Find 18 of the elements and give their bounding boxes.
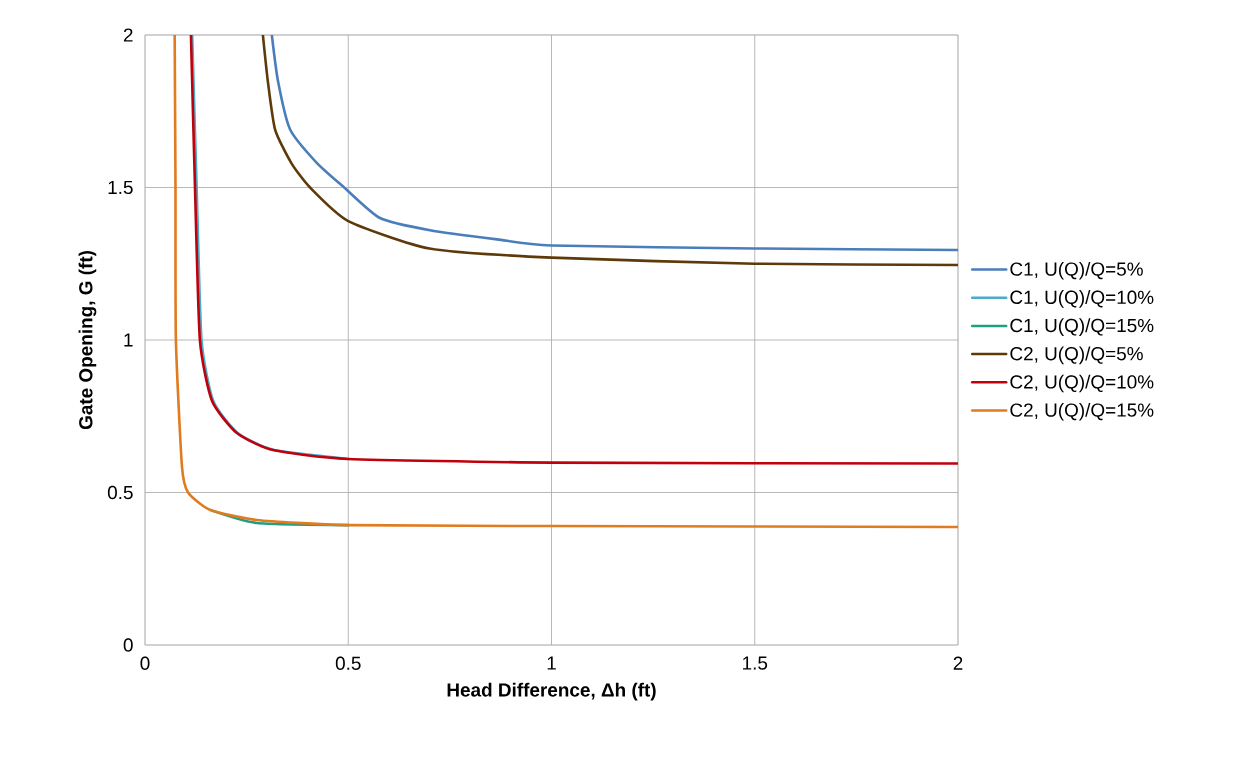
x-tick-label: 0.5 [335,656,361,670]
legend-label: C1, U(Q)/Q=5% [1010,261,1143,280]
legend-label: C1, U(Q)/Q=10% [1010,290,1154,308]
y-axis-title: Gate Opening, G (ft) [78,251,97,430]
x-tick-label: 2 [953,656,963,670]
x-axis-title: Head Difference, Δh (ft) [447,682,656,701]
legend-label: C1, U(Q)/Q=15% [1010,318,1154,336]
legend-label: C2, U(Q)/Q=10% [1010,374,1154,393]
legend-label: C2, U(Q)/Q=5% [1010,346,1143,365]
x-tick-label: 0 [140,656,150,670]
y-tick-label: 1.5 [108,180,133,195]
legend-label: C2, U(Q)/Q=15% [1010,402,1154,421]
y-tick-label: 1 [124,333,133,347]
y-tick-label: 2 [123,28,133,42]
y-tick-label: 0 [123,638,133,652]
x-tick-label: 1.5 [743,656,768,670]
x-tick-label: 1 [547,656,556,670]
y-tick-label: 0.5 [107,485,133,500]
